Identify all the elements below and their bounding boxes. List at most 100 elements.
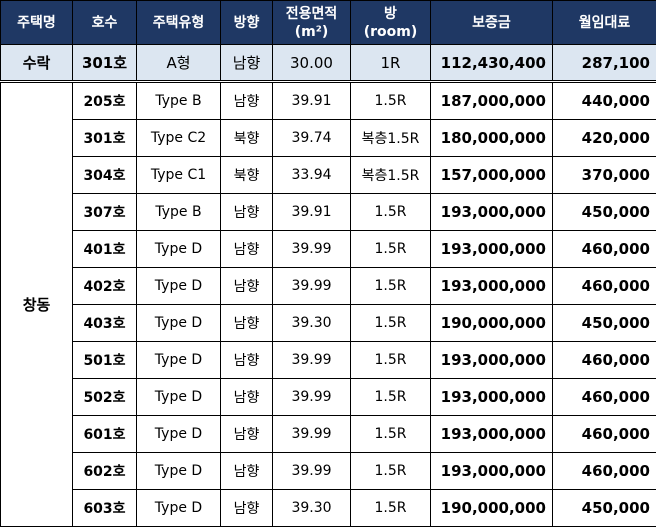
table-cell: 501호 bbox=[72, 341, 137, 379]
table-cell: 193,000,000 bbox=[430, 452, 553, 490]
table-cell: 460,000 bbox=[552, 267, 656, 305]
table-cell: 602호 bbox=[72, 452, 137, 490]
header-cell: 주택명 bbox=[0, 0, 73, 45]
table-row: 601호 Type D 남향 39.99 1.5R 193,000,000 460,000 bbox=[1, 415, 656, 453]
header-text: 보증금 bbox=[472, 14, 511, 31]
table-cell: 287,100 bbox=[552, 44, 656, 83]
table-row: 수락 301호 A형 남향 30.00 1R 112,430,400 287,100 bbox=[0, 44, 656, 83]
table-cell: 39.91 bbox=[272, 81, 351, 120]
table-cell: 460,000 bbox=[552, 378, 656, 416]
table-cell: 1.5R bbox=[350, 415, 431, 453]
table-cell: 39.99 bbox=[272, 452, 351, 490]
table-cell: 1.5R bbox=[350, 304, 431, 342]
table-cell: 440,000 bbox=[552, 81, 656, 120]
table-cell: 157,000,000 bbox=[430, 156, 553, 194]
table-cell: Type D bbox=[136, 452, 221, 490]
table-cell: 북향 bbox=[220, 119, 273, 157]
table-cell: 450,000 bbox=[552, 304, 656, 342]
table-cell: 1R bbox=[350, 44, 431, 83]
table-row: 401호 Type D 남향 39.99 1.5R 193,000,000 460,000 bbox=[1, 230, 656, 268]
table-cell: 남향 bbox=[220, 193, 273, 231]
table-cell: 39.99 bbox=[272, 230, 351, 268]
table-cell: 39.99 bbox=[272, 378, 351, 416]
table-cell: 190,000,000 bbox=[430, 304, 553, 342]
table-cell: 1.5R bbox=[350, 452, 431, 490]
table-cell: 1.5R bbox=[350, 378, 431, 416]
table-cell: 193,000,000 bbox=[430, 230, 553, 268]
table-cell: 1.5R bbox=[350, 267, 431, 305]
header-text: 전용면적 bbox=[285, 5, 338, 22]
table-cell: 460,000 bbox=[552, 452, 656, 490]
table-cell: 460,000 bbox=[552, 230, 656, 268]
table-row: 501호 Type D 남향 39.99 1.5R 193,000,000 460,000 bbox=[1, 341, 656, 379]
table-row: 창동 205호 Type B 남향 39.91 1.5R 187,000,000 440,00… bbox=[0, 81, 656, 527]
table-body: 수락 301호 A형 남향 30.00 1R 112,430,400 287,100 창동 205… bbox=[0, 44, 656, 527]
table-cell: 1.5R bbox=[350, 489, 431, 527]
table-cell: 남향 bbox=[220, 81, 273, 120]
table-cell: Type D bbox=[136, 304, 221, 342]
table-cell: 남향 bbox=[220, 304, 273, 342]
table-cell: Type D bbox=[136, 378, 221, 416]
table-cell: 복층1.5R bbox=[350, 156, 431, 194]
table-cell: Type D bbox=[136, 341, 221, 379]
table-cell: Type C1 bbox=[136, 156, 221, 194]
table-cell: 39.30 bbox=[272, 304, 351, 342]
table-cell: 복층1.5R bbox=[350, 119, 431, 157]
table-cell: 1.5R bbox=[350, 81, 431, 120]
table-cell: Type D bbox=[136, 230, 221, 268]
table-cell: 1.5R bbox=[350, 230, 431, 268]
table-cell: Type C2 bbox=[136, 119, 221, 157]
table-cell: 39.99 bbox=[272, 341, 351, 379]
header-cell: 전용면적 (m²) bbox=[272, 0, 351, 45]
table-cell: Type D bbox=[136, 267, 221, 305]
table-cell: 39.74 bbox=[272, 119, 351, 157]
table-cell: Type D bbox=[136, 415, 221, 453]
table-cell: 190,000,000 bbox=[430, 489, 553, 527]
table-cell: 460,000 bbox=[552, 341, 656, 379]
table-cell: 401호 bbox=[72, 230, 137, 268]
table-cell: 307호 bbox=[72, 193, 137, 231]
table-cell: 403호 bbox=[72, 304, 137, 342]
header-text: (m²) bbox=[294, 23, 329, 40]
table-cell: 205호 bbox=[72, 81, 137, 120]
table-cell: 39.99 bbox=[272, 415, 351, 453]
group-name: 수락 bbox=[0, 44, 73, 83]
table-cell: 603호 bbox=[72, 489, 137, 527]
table-cell: Type B bbox=[136, 81, 221, 120]
table-cell: 301호 bbox=[72, 44, 137, 83]
table-cell: 1.5R bbox=[350, 341, 431, 379]
table-cell: 450,000 bbox=[552, 489, 656, 527]
table-cell: 370,000 bbox=[552, 156, 656, 194]
table-cell: 남향 bbox=[220, 378, 273, 416]
header-text: 주택유형 bbox=[152, 14, 205, 31]
table-row: 403호 Type D 남향 39.30 1.5R 190,000,000 450,000 bbox=[1, 304, 656, 342]
table-cell: 193,000,000 bbox=[430, 378, 553, 416]
table-cell: 502호 bbox=[72, 378, 137, 416]
table-cell: Type B bbox=[136, 193, 221, 231]
table-cell: 남향 bbox=[220, 452, 273, 490]
header-cell: 월임대료 bbox=[552, 0, 656, 45]
table-cell: 남향 bbox=[220, 267, 273, 305]
table-cell: 402호 bbox=[72, 267, 137, 305]
table-cell: Type D bbox=[136, 489, 221, 527]
table-cell: 420,000 bbox=[552, 119, 656, 157]
table-cell: 33.94 bbox=[272, 156, 351, 194]
table-row: 603호 Type D 남향 39.30 1.5R 190,000,000 450,000 bbox=[1, 489, 656, 527]
table-cell: 남향 bbox=[220, 341, 273, 379]
table-cell: 460,000 bbox=[552, 415, 656, 453]
header-text: (room) bbox=[363, 23, 418, 40]
header-cell: 보증금 bbox=[430, 0, 553, 45]
table-cell: A형 bbox=[136, 44, 221, 83]
table-cell: 1.5R bbox=[350, 193, 431, 231]
header-cell: 주택유형 bbox=[136, 0, 221, 45]
table-cell: 193,000,000 bbox=[430, 193, 553, 231]
table-cell: 39.91 bbox=[272, 193, 351, 231]
header-cell: 방 (room) bbox=[350, 0, 431, 45]
header-text: 방향 bbox=[233, 14, 260, 31]
table-cell: 남향 bbox=[220, 489, 273, 527]
table-cell: 북향 bbox=[220, 156, 273, 194]
table-cell: 남향 bbox=[220, 415, 273, 453]
table-cell: 450,000 bbox=[552, 193, 656, 231]
